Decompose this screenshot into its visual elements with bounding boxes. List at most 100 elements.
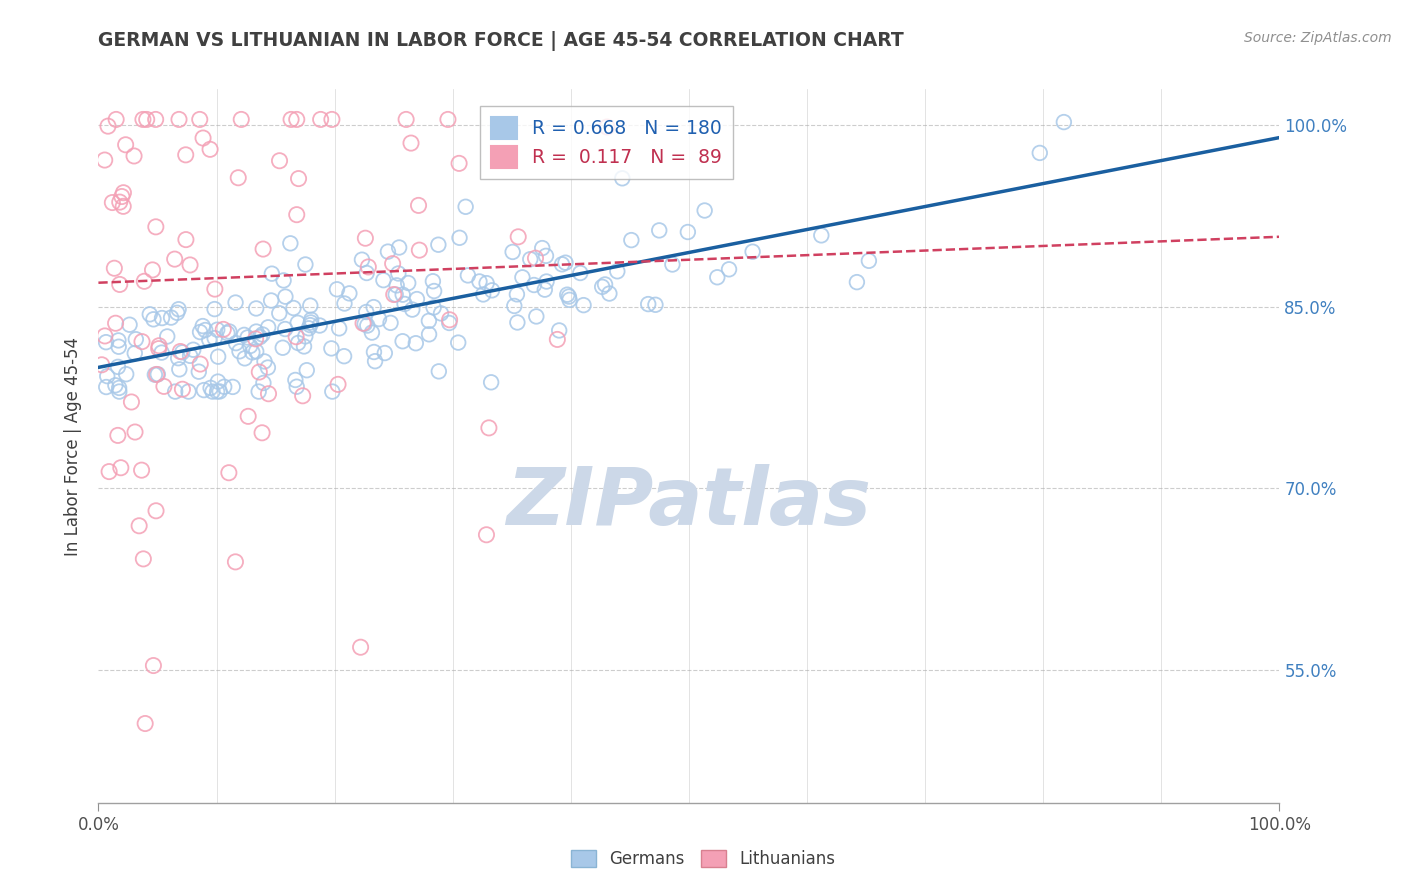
Point xyxy=(148,342,170,356)
Point xyxy=(508,229,530,244)
Point xyxy=(396,276,419,290)
Point xyxy=(512,270,534,285)
Point xyxy=(558,289,581,303)
Point xyxy=(1053,115,1076,129)
Point xyxy=(554,255,576,269)
Point xyxy=(439,316,461,330)
Point xyxy=(706,270,728,285)
Point xyxy=(648,223,671,237)
Point xyxy=(533,283,555,297)
Point xyxy=(287,316,309,330)
Legend: R = 0.668   N = 180, R =  0.117   N =  89: R = 0.668 N = 180, R = 0.117 N = 89 xyxy=(479,106,734,179)
Point xyxy=(333,296,356,310)
Point xyxy=(1029,145,1052,160)
Point xyxy=(406,292,429,306)
Point xyxy=(143,368,166,382)
Point xyxy=(401,302,423,317)
Point xyxy=(271,341,294,355)
Point xyxy=(150,345,173,359)
Point xyxy=(169,344,191,359)
Point xyxy=(285,112,308,127)
Point xyxy=(160,310,183,325)
Point xyxy=(534,249,557,263)
Point xyxy=(326,282,349,296)
Point xyxy=(394,297,416,311)
Point xyxy=(108,381,131,395)
Point xyxy=(225,336,247,351)
Point xyxy=(523,278,546,293)
Point xyxy=(350,252,373,267)
Point xyxy=(299,315,322,329)
Point xyxy=(222,380,245,394)
Point xyxy=(112,186,135,200)
Point xyxy=(167,351,190,366)
Point xyxy=(718,262,741,277)
Point xyxy=(548,323,571,337)
Point xyxy=(481,283,503,297)
Point xyxy=(274,322,297,336)
Point xyxy=(295,363,318,377)
Point xyxy=(107,359,129,374)
Point xyxy=(167,112,190,127)
Point xyxy=(606,264,628,278)
Point xyxy=(292,339,315,353)
Point xyxy=(153,379,176,393)
Point xyxy=(454,200,477,214)
Point xyxy=(593,277,616,292)
Point xyxy=(107,334,129,348)
Point xyxy=(212,380,235,394)
Point xyxy=(858,253,880,268)
Point xyxy=(142,658,165,673)
Point xyxy=(187,365,209,379)
Point xyxy=(524,310,547,324)
Point xyxy=(247,365,270,379)
Point xyxy=(200,381,222,395)
Point xyxy=(201,384,224,399)
Point xyxy=(620,233,643,247)
Point xyxy=(356,305,378,319)
Point xyxy=(166,306,188,320)
Point xyxy=(676,225,699,239)
Y-axis label: In Labor Force | Age 45-54: In Labor Force | Age 45-54 xyxy=(65,336,83,556)
Point xyxy=(204,331,226,345)
Point xyxy=(207,375,229,389)
Point xyxy=(191,319,214,334)
Point xyxy=(280,236,302,251)
Point xyxy=(380,316,402,330)
Point xyxy=(252,242,274,256)
Point xyxy=(179,258,201,272)
Point xyxy=(245,332,267,346)
Point xyxy=(354,231,377,245)
Point xyxy=(165,384,187,399)
Point xyxy=(437,112,460,127)
Point xyxy=(233,327,256,342)
Point xyxy=(447,335,470,350)
Point xyxy=(294,329,316,343)
Point xyxy=(457,268,479,283)
Point xyxy=(382,287,405,301)
Point xyxy=(352,316,374,330)
Point xyxy=(321,384,343,399)
Point xyxy=(546,333,568,347)
Point xyxy=(519,252,541,267)
Point xyxy=(101,195,124,210)
Point xyxy=(558,293,581,307)
Point xyxy=(356,318,378,333)
Point xyxy=(291,389,314,403)
Point xyxy=(502,244,524,259)
Point xyxy=(96,369,118,384)
Point xyxy=(283,301,305,315)
Point xyxy=(115,368,138,382)
Point xyxy=(132,552,155,566)
Point xyxy=(212,322,235,336)
Point xyxy=(145,368,167,382)
Point xyxy=(391,287,413,301)
Point xyxy=(374,346,396,360)
Point xyxy=(503,299,526,313)
Point xyxy=(104,316,127,330)
Point xyxy=(337,286,360,301)
Point xyxy=(269,306,291,320)
Point xyxy=(208,384,231,399)
Point xyxy=(321,342,343,356)
Point xyxy=(299,312,322,326)
